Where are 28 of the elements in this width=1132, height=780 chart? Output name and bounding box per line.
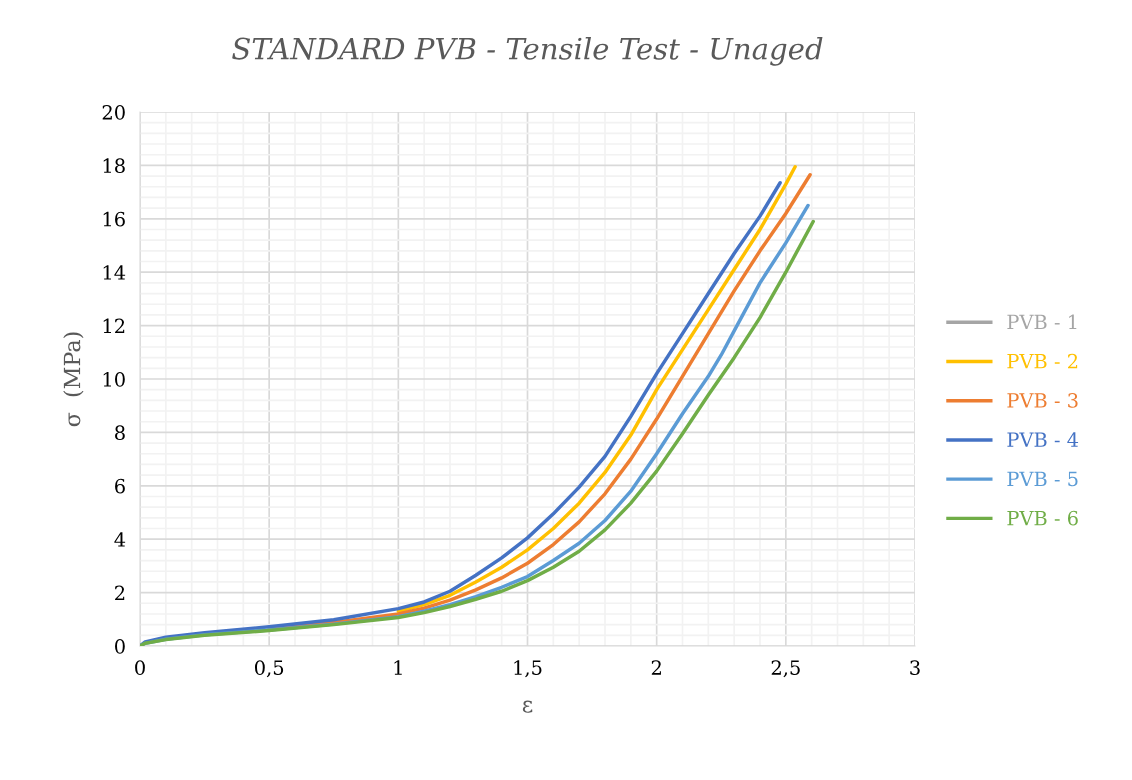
chart-title: STANDARD PVB - Tensile Test - Unaged xyxy=(232,37,823,66)
y-tick-label: 8 xyxy=(115,425,125,441)
x-tick-label: 0 xyxy=(135,660,145,675)
legend-label: PVB - 4 xyxy=(1007,432,1079,447)
x-tick-label: 2 xyxy=(651,660,661,675)
y-tick-label: 2 xyxy=(115,585,125,600)
x-tick-label: 0,5 xyxy=(254,660,284,678)
y-tick-label: 16 xyxy=(103,211,125,227)
y-tick-label: 20 xyxy=(102,104,125,120)
x-tick-label: 1,5 xyxy=(514,660,542,678)
legend-label: PVB - 2 xyxy=(1007,353,1078,369)
x-tick-label: 3 xyxy=(910,660,920,675)
line-series xyxy=(396,165,797,614)
legend-label: PVB - 1 xyxy=(1007,314,1077,329)
y-tick-label: 0 xyxy=(115,638,125,654)
x-tick-label: 1 xyxy=(394,660,402,675)
x-axis-title: ε xyxy=(522,700,533,713)
y-tick-label: 14 xyxy=(103,265,126,280)
y-tick-label: 6 xyxy=(115,478,125,494)
legend-label: PVB - 3 xyxy=(1007,393,1078,408)
x-tick-label: 2,5 xyxy=(771,660,800,678)
y-tick-label: 10 xyxy=(103,371,125,387)
y-axis-title: σ (MPa) xyxy=(63,332,84,427)
legend-label: PVB - 6 xyxy=(1007,510,1078,526)
y-tick-label: 4 xyxy=(114,532,126,547)
y-tick-label: 18 xyxy=(103,158,125,174)
y-tick-label: 12 xyxy=(103,318,125,333)
legend-label: PVB - 5 xyxy=(1007,471,1078,487)
